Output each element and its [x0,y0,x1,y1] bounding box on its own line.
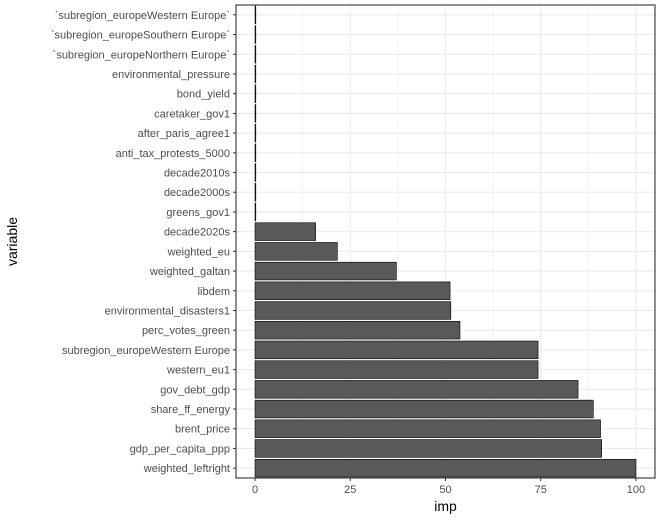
plot-panel-border [235,4,656,479]
y-tick-label: after_paris_agree1 [138,128,230,140]
x-tick-labels: 0 25 50 75 100 [252,478,645,496]
bar [254,439,602,458]
x-tick-label: 75 [535,484,547,496]
bar [254,380,579,399]
bar [254,84,257,103]
y-tick-label: `subregion_europeNorthern Europe` [53,49,230,61]
y-tick-label: subregion_europeWestern Europe [62,345,230,357]
y-tick-label: weighted_galtan [149,266,230,278]
bar [254,64,257,84]
y-tick-label: bond_yield [177,89,230,101]
y-tick-label: decade2010s [164,168,231,180]
bar [254,25,257,44]
y-tick-label: perc_votes_green [142,325,230,337]
y-tick-label: weighted_eu [167,246,230,258]
x-tick-label: 25 [344,484,356,496]
bar [254,45,257,64]
y-tick-label: decade2020s [164,227,231,239]
y-tick-labels: weighted_leftright gdp_per_capita_ppp bren… [51,10,236,475]
y-tick-label: gov_debt_gdp [160,384,230,396]
bar [254,183,257,202]
y-tick-label: share_ff_energy [151,404,231,416]
y-tick-label: brent_price [175,424,230,436]
bar [254,301,452,320]
y-tick-label: libdem [198,286,230,298]
y-tick-label: gdp_per_capita_ppp [130,443,230,455]
bar [254,222,316,241]
bar [254,202,257,222]
bar [254,261,397,281]
bar [254,104,257,123]
x-tick-label: 0 [252,484,258,496]
bars [254,5,637,478]
y-tick-label: western_eu1 [166,365,230,377]
y-tick-label: anti_tax_protests_5000 [116,148,230,160]
bar [254,419,601,438]
y-tick-label: environmental_disasters1 [105,305,230,317]
y-tick-label: greens_gov1 [166,207,230,219]
y-tick-label: `subregion_europeSouthern Europe` [51,30,230,42]
bar [254,123,257,143]
bar [254,360,539,379]
x-axis-title: imp [434,498,457,514]
bar [254,242,338,261]
bar [254,5,257,25]
bar [254,340,539,360]
bar [254,399,594,419]
bar [254,321,461,340]
x-tick-label: 50 [439,484,451,496]
bar [254,281,451,300]
y-tick-label: `subregion_europeWestern Europe` [55,10,230,22]
bar [254,143,257,162]
bar [254,163,257,182]
y-tick-label: environmental_pressure [112,69,230,81]
y-tick-label: decade2000s [164,187,231,199]
y-axis-title: variable [4,217,20,266]
y-tick-label: weighted_leftright [143,463,230,475]
x-tick-label: 100 [627,484,645,496]
y-tick-label: caretaker_gov1 [154,108,230,120]
bar [254,458,637,478]
